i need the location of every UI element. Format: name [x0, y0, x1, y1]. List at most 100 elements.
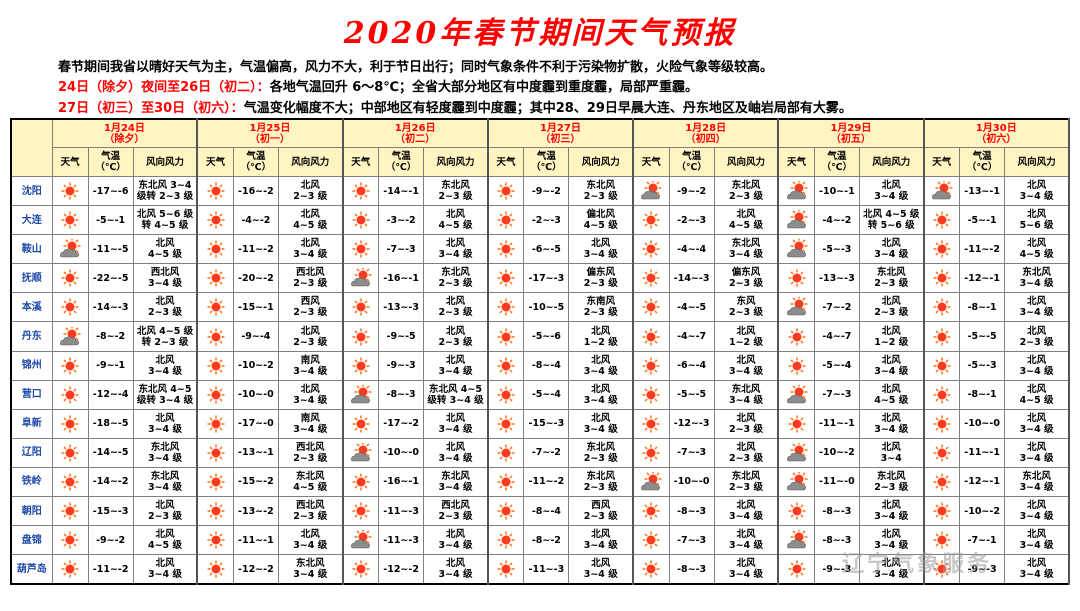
wind-line: 南风: [300, 412, 320, 424]
wind-line: 北风: [881, 412, 901, 424]
weather-cell: [632, 525, 670, 556]
wind-cell: 北风 2~3 级: [132, 292, 199, 323]
wind-line: 北风: [155, 529, 175, 541]
wind-cell: 北风 3~4 级: [1004, 525, 1071, 556]
temperature: -12~-2: [378, 554, 425, 585]
wind-line: 3~4 级: [1019, 191, 1054, 203]
weather-cell: [923, 554, 961, 585]
weather-cell: [342, 379, 380, 410]
wind-line: 北风: [155, 354, 175, 366]
wind-cell: 北风 3~4 级: [568, 525, 635, 556]
weather-cell: [51, 408, 89, 439]
wind-cell: 北风 4~5 级: [713, 205, 780, 236]
temperature: -5~-5: [668, 379, 715, 410]
wind-line: 转 4~5 级: [141, 220, 189, 232]
sun-icon: [933, 444, 951, 462]
wind-line: 东北风: [150, 470, 180, 482]
table-row: 丹东 -8~-2 北风 4~5 级转 2~3 级 -9~-4 北风 2~3 级 -9~-5 北…: [10, 321, 1071, 352]
sun-behind-cloud-icon: [60, 239, 81, 258]
temperature: -8~-1: [959, 379, 1006, 410]
wind-cell: 北风 3~4 级: [423, 437, 489, 468]
sun-icon: [642, 328, 660, 346]
wind-line: 北风: [300, 180, 320, 192]
wind-line: 北风: [591, 354, 611, 366]
weather-cell: [487, 525, 525, 556]
sun-icon: [207, 444, 225, 462]
wind-line: 北风: [445, 296, 465, 308]
temperature: -8~-3: [668, 554, 715, 585]
wind-line: 东北风: [876, 470, 906, 482]
temperature: -11~-1: [813, 408, 860, 439]
wind-line: 级转 3~4 级: [427, 394, 484, 406]
wind-line: 北风: [881, 500, 901, 512]
intro-summary: 春节期间我省以晴好天气为主，气温偏高，风力不大，利于节日出行；同时气象条件不利于…: [58, 60, 774, 75]
sun-icon: [642, 502, 660, 520]
wind-cell: 西风 2~3 级: [277, 292, 344, 323]
wind-line: 3~4 级: [147, 481, 182, 493]
weather-cell: [632, 554, 670, 585]
wind-line: 3~4 级: [583, 423, 618, 435]
wind-line: 3~4 级: [438, 423, 473, 435]
wind-cell: 北风 3~4: [858, 437, 925, 468]
period-2-text: 气温变化幅度不大；中部地区有轻度霾到中度霾；其中28、29日早晨大连、丹东地区及…: [243, 101, 852, 116]
wind-line: 2~3 级: [874, 481, 909, 493]
wind-line: 北风: [1027, 383, 1047, 395]
weather-cell: [342, 292, 380, 323]
sun-icon: [352, 357, 370, 375]
temperature: -5~-6: [523, 321, 570, 352]
weather-cell: [632, 292, 670, 323]
sun-icon: [61, 560, 79, 578]
table-row: 营口 -12~-4 东北风 4~5 级转 3~4 级 -10~-0 北风 3~4 级 -8~-…: [10, 379, 1071, 410]
wind-line: 2~3 级: [583, 307, 618, 319]
weather-cell: [487, 408, 525, 439]
day-lunar: （初六）: [976, 133, 1017, 145]
sun-icon: [61, 211, 79, 229]
wind-line: 北风: [736, 558, 756, 570]
table-row: 朝阳 -15~-3 北风 2~3 级 -13~-2 西北风 2~3 级 -11~-3 西北风 2~…: [10, 496, 1071, 527]
wind-cell: 北风 3~4 级: [423, 554, 489, 585]
sun-icon: [497, 357, 515, 375]
wind-line: 北风: [445, 558, 465, 570]
wind-line: 北风: [736, 325, 756, 337]
weather-cell: [196, 408, 234, 439]
sun-icon: [497, 502, 515, 520]
wind-cell: 北风 4~5 级转 2~3 级: [132, 321, 199, 352]
sun-behind-cloud-icon: [350, 268, 372, 287]
wind-cell: 北风 3~4 级: [568, 554, 635, 585]
weather-cell: [342, 496, 380, 527]
wind-line: 北风: [1027, 412, 1047, 424]
sun-behind-cloud-icon: [786, 442, 808, 462]
weather-cell: [342, 554, 380, 585]
wind-cell: 西北风 2~3 级: [277, 263, 344, 294]
temperature: -12~-4: [87, 379, 134, 410]
sun-icon: [788, 560, 806, 578]
col-header-weather: 天气: [51, 147, 89, 177]
weather-cell: [632, 437, 670, 468]
sun-icon: [933, 269, 951, 287]
wind-line: 北风: [736, 209, 756, 221]
weather-cell: [777, 263, 815, 294]
wind-line: 北风: [881, 441, 901, 453]
wind-line: 西风: [591, 500, 611, 512]
wind-line: 3~4 级: [1019, 511, 1054, 523]
city-name: 沈阳: [10, 175, 53, 207]
wind-line: 3~4 级: [583, 394, 618, 406]
sun-icon: [61, 298, 79, 316]
sun-icon: [642, 415, 660, 433]
wind-line: 东北风 4~5: [138, 383, 192, 395]
wind-line: 2~3 级: [438, 511, 473, 523]
wind-line: 北风: [881, 558, 901, 570]
sun-icon: [352, 473, 370, 491]
col-header-weather: 天气: [632, 147, 670, 177]
wind-cell: 北风 3~4 级: [1004, 292, 1071, 323]
temperature: -13~-3: [813, 263, 860, 294]
sun-behind-cloud-icon: [931, 181, 953, 200]
temperature: -7~-2: [813, 292, 860, 323]
wind-cell: 北风 2~3 级: [132, 496, 199, 527]
wind-line: 北风 4~5 级: [863, 209, 920, 221]
col-header-weather: 天气: [923, 147, 961, 177]
wind-cell: 北风 3~4 级: [568, 408, 635, 439]
weather-cell: [632, 234, 670, 265]
wind-cell: 北风 2~3 级: [423, 321, 489, 352]
wind-line: 3~4 级: [147, 452, 182, 464]
